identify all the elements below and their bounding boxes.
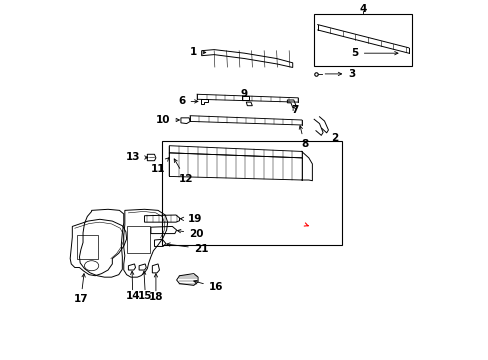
Text: 10: 10 [155, 115, 179, 125]
Bar [77, 235, 98, 258]
Bar [313, 14, 411, 66]
Bar [126, 226, 149, 253]
Text: 17: 17 [73, 274, 88, 304]
Text: 9: 9 [241, 89, 247, 99]
Text: 1: 1 [190, 48, 205, 58]
Text: 16: 16 [193, 280, 223, 292]
Text: 4: 4 [359, 4, 366, 14]
Text: 15: 15 [138, 291, 152, 301]
Text: 13: 13 [125, 153, 147, 162]
Text: 11: 11 [150, 158, 168, 174]
Text: 21: 21 [166, 243, 208, 253]
Text: 19: 19 [180, 214, 202, 224]
Text: 6: 6 [178, 96, 198, 107]
Text: 2: 2 [331, 133, 338, 143]
Text: 7: 7 [290, 105, 298, 115]
Text: 20: 20 [177, 229, 203, 239]
Bar [162, 141, 341, 245]
Text: 8: 8 [299, 126, 307, 149]
Text: 12: 12 [174, 159, 193, 184]
Text: 3: 3 [325, 69, 355, 79]
Text: 14: 14 [125, 291, 140, 301]
Text: 5: 5 [351, 48, 397, 58]
Text: 18: 18 [148, 292, 163, 302]
